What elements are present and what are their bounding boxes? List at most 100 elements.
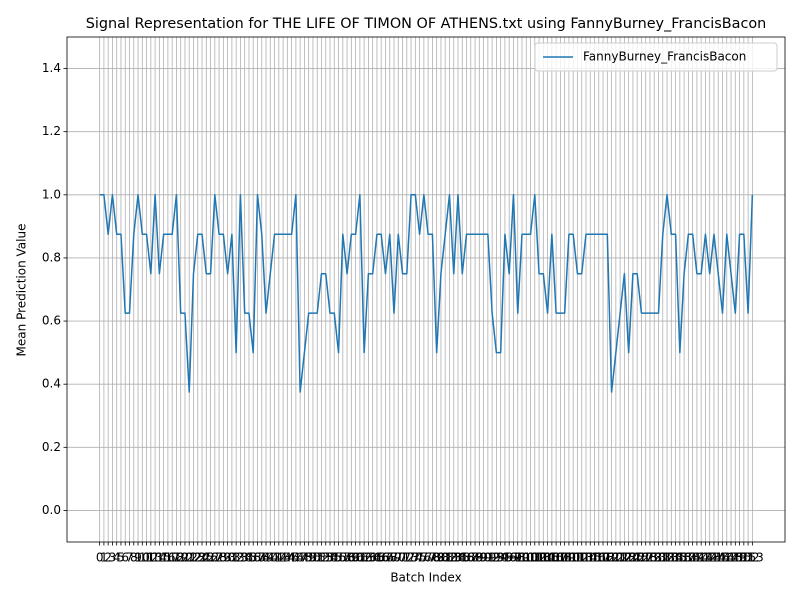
x-tick-label: 4 [113, 551, 121, 565]
x-axis-label: Batch Index [390, 571, 461, 585]
x-tick-label: 143 [698, 551, 721, 565]
x-tick-label: 41 [267, 551, 282, 565]
x-tick-label: 110 [557, 551, 580, 565]
legend-box [534, 42, 778, 72]
x-tick-label: 31 [224, 551, 239, 565]
x-tick-label: 122 [609, 551, 632, 565]
x-tick-label: 78 [425, 551, 440, 565]
x-tick-label: 150 [728, 551, 751, 565]
x-tick-label: 113 [570, 551, 593, 565]
x-tick-label: 145 [707, 551, 730, 565]
x-tick-label: 133 [656, 551, 679, 565]
x-tick-label: 111 [562, 551, 585, 565]
x-tick-label: 135 [664, 551, 687, 565]
x-tick-label: 21 [182, 551, 197, 565]
x-tick-label: 20 [177, 551, 192, 565]
y-tick-label: 0.4 [42, 377, 61, 391]
data-line [99, 194, 754, 393]
x-tick-label: 30 [220, 551, 235, 565]
x-tick-label: 129 [639, 551, 662, 565]
x-tick-label: 89 [472, 551, 487, 565]
x-tick-label: 5 [117, 551, 125, 565]
x-tick-label: 81 [438, 551, 453, 565]
y-tick-label: 0.6 [42, 314, 61, 328]
x-tick-label: 45 [284, 551, 299, 565]
x-tick-label: 115 [579, 551, 602, 565]
x-tick-label: 6 [121, 551, 129, 565]
x-tick-label: 66 [374, 551, 389, 565]
x-tick-label: 123 [613, 551, 636, 565]
x-tick-label: 44 [280, 551, 295, 565]
x-tick-label: 126 [626, 551, 649, 565]
x-tick-label: 75 [412, 551, 427, 565]
x-tick-label: 141 [690, 551, 713, 565]
x-tick-label: 40 [263, 551, 278, 565]
x-tick-label: 137 [673, 551, 696, 565]
legend-label: FannyBurney_FrancisBacon [583, 50, 746, 64]
x-tick-label: 26 [203, 551, 218, 565]
x-tick-label: 50 [305, 551, 320, 565]
x-tick-label: 85 [455, 551, 470, 565]
y-axis-label: Mean Prediction Value [15, 224, 29, 357]
x-tick-label: 29 [216, 551, 231, 565]
x-tick-label: 59 [344, 551, 359, 565]
x-tick-label: 79 [429, 551, 444, 565]
x-tick-label: 0 [96, 551, 104, 565]
x-tick-label: 70 [391, 551, 406, 565]
x-tick-label: 2 [104, 551, 112, 565]
x-tick-label: 60 [348, 551, 363, 565]
x-tick-label: 99 [514, 551, 529, 565]
x-tick-label: 3 [109, 551, 117, 565]
x-tick-label: 151 [732, 551, 755, 565]
x-tick-label: 91 [480, 551, 495, 565]
x-tick-label: 52 [314, 551, 329, 565]
x-tick-label: 112 [566, 551, 589, 565]
x-tick-label: 49 [301, 551, 316, 565]
x-tick-label: 82 [442, 551, 457, 565]
x-tick-label: 65 [369, 551, 384, 565]
x-tick-label: 105 [536, 551, 559, 565]
x-tick-label: 48 [297, 551, 312, 565]
x-tick-label: 57 [335, 551, 350, 565]
x-tick-label: 53 [318, 551, 333, 565]
x-tick-label: 114 [575, 551, 598, 565]
x-tick-label: 119 [596, 551, 619, 565]
x-tick-label: 84 [450, 551, 465, 565]
x-tick-label: 74 [408, 551, 423, 565]
x-tick-label: 101 [519, 551, 542, 565]
x-tick-label: 130 [643, 551, 666, 565]
x-tick-label: 43 [275, 551, 290, 565]
x-tick-label: 23 [190, 551, 205, 565]
x-tick-label: 140 [685, 551, 708, 565]
y-tick-label: 1.0 [42, 187, 61, 201]
chart-title: Signal Representation for THE LIFE OF TI… [86, 16, 767, 32]
x-tick-label: 67 [378, 551, 393, 565]
y-tick-label: 0.0 [42, 503, 61, 517]
y-tick-label: 1.2 [42, 124, 61, 138]
x-tick-label: 72 [399, 551, 414, 565]
x-tick-label: 109 [553, 551, 576, 565]
x-tick-label: 90 [476, 551, 491, 565]
x-tick-label: 24 [194, 551, 209, 565]
x-tick-label: 142 [694, 551, 717, 565]
x-tick-label: 118 [592, 551, 615, 565]
x-tick-label: 152 [737, 551, 760, 565]
x-tick-label: 121 [604, 551, 627, 565]
x-tick-label: 107 [545, 551, 568, 565]
x-tick-label: 27 [207, 551, 222, 565]
x-tick-label: 36 [246, 551, 261, 565]
x-tick-label: 38 [254, 551, 269, 565]
x-tick-label: 55 [327, 551, 342, 565]
x-tick-label: 37 [250, 551, 265, 565]
x-tick-label: 71 [395, 551, 410, 565]
x-tick-label: 149 [724, 551, 747, 565]
x-tick-label: 11 [139, 551, 154, 565]
x-tick-label: 104 [532, 551, 555, 565]
x-tick-label: 147 [715, 551, 738, 565]
x-tick-label: 127 [630, 551, 653, 565]
x-tick-label: 19 [173, 551, 188, 565]
x-tick-label: 33 [233, 551, 248, 565]
x-tick-label: 153 [741, 551, 764, 565]
x-tick-label: 106 [540, 551, 563, 565]
